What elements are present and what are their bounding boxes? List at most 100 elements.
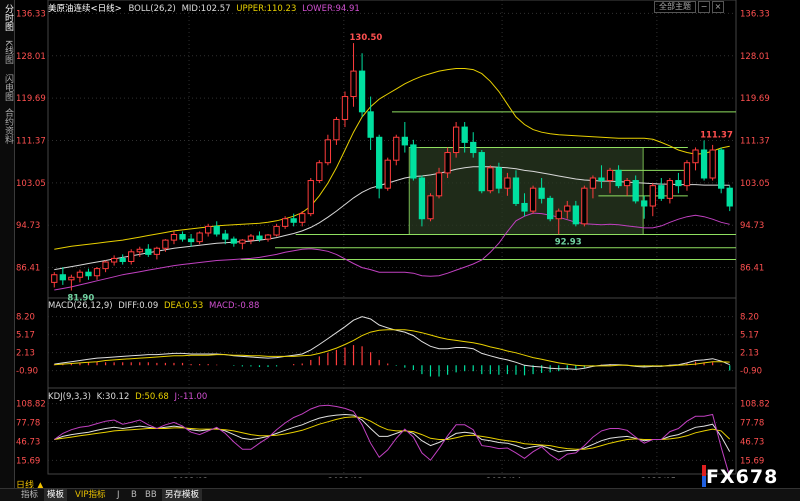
sidebar-item-flash[interactable]: 闪电图	[3, 74, 13, 101]
candle-body	[299, 213, 306, 223]
candle-body	[581, 187, 588, 225]
price-tick-label-left: 111.37	[16, 136, 46, 146]
candle-body	[247, 235, 255, 241]
candle-body	[128, 251, 135, 262]
candle-body	[153, 247, 161, 255]
price-tick-label-left: 103.05	[16, 179, 46, 189]
left-sidebar: 分时图 K线图 闪电图 合约资料	[0, 0, 15, 488]
kdj-tick-label-right: 77.78	[740, 419, 764, 429]
candle-body	[273, 225, 280, 236]
tab-template[interactable]: 模板	[44, 489, 68, 501]
kdj-tick-label-left: 15.69	[16, 456, 40, 466]
candle-body	[376, 136, 383, 189]
sidebar-item-kline[interactable]: K线图	[3, 40, 13, 64]
candle-body	[418, 177, 426, 220]
kdj-k: K:30.12	[96, 392, 130, 402]
macd-tick-label-left: 8.20	[16, 313, 35, 323]
kdj-k-line	[54, 413, 731, 453]
macd-tick-label-left: 5.17	[16, 331, 35, 341]
candle-body	[589, 177, 597, 189]
price-tick-label-left: 86.41	[16, 264, 40, 274]
minimize-icon[interactable]: −	[698, 1, 710, 13]
price-tick-label-right: 119.69	[740, 94, 770, 104]
candle-body	[427, 195, 434, 220]
tab-j[interactable]: J	[117, 490, 120, 500]
candle-body	[324, 139, 332, 164]
macd-tick-label-right: 2.13	[740, 349, 759, 359]
kdj-d: D:50.68	[135, 392, 169, 402]
sidebar-item-timeshare[interactable]: 分时图	[3, 4, 13, 31]
chart-svg[interactable]: 136.33 136.33 128.01 128.01 119.69 119.69 111.…	[14, 0, 800, 487]
tab-vip-indicators[interactable]: VIP指标	[75, 490, 106, 500]
macd-diff: DIFF:0.09	[118, 301, 159, 311]
candle-body	[410, 144, 417, 179]
price-tick-label-left: 136.33	[16, 9, 46, 19]
price-tick-label-right: 86.41	[740, 264, 764, 274]
candle-body	[59, 274, 66, 281]
candle-body	[170, 234, 178, 241]
price-tick-label-right: 111.37	[740, 136, 770, 146]
candle-body	[213, 225, 220, 235]
candle-body	[709, 149, 716, 179]
candle-body	[547, 197, 554, 220]
candle-body	[136, 248, 143, 253]
boll-lower-line	[54, 212, 730, 291]
candle-body	[470, 141, 477, 154]
candle-body	[358, 70, 366, 113]
kdj-label[interactable]: KDJ(9,3,3)	[48, 392, 91, 402]
price-annotation: 130.50	[350, 33, 383, 43]
macd-diff-line	[54, 316, 730, 370]
candle-body	[538, 187, 545, 199]
candle-body	[666, 180, 674, 199]
macd-tick-label-left: 2.13	[16, 349, 35, 359]
candle-body	[529, 187, 537, 212]
sidebar-item-contract-info[interactable]: 合约资料	[3, 108, 13, 144]
boll-label[interactable]: BOLL(26,2)	[128, 4, 176, 14]
candle-body	[401, 136, 408, 146]
candle-body	[478, 152, 485, 192]
x-tick-label: 2022/02	[173, 477, 208, 478]
candle-body	[487, 167, 494, 192]
price-tick-label-right: 94.73	[740, 221, 764, 231]
price-tick-label-left: 128.01	[16, 52, 46, 62]
candle-body	[239, 239, 246, 244]
candle-body	[598, 177, 605, 182]
candle-body	[658, 185, 665, 199]
period-selector[interactable]: 日线 ▲	[16, 481, 44, 491]
theme-menu-button[interactable]: 全部主题	[654, 1, 696, 13]
tab-save-template[interactable]: 另存模板	[162, 489, 203, 501]
candle-body	[51, 274, 58, 283]
price-annotation: 92.93	[555, 237, 582, 247]
kdj-pane-frame	[47, 387, 737, 475]
candle-body	[367, 111, 374, 138]
chart-area[interactable]: 136.33 136.33 128.01 128.01 119.69 119.69 111.…	[14, 0, 800, 487]
kdj-j-line	[54, 404, 731, 477]
candle-body	[641, 200, 648, 207]
kdj-tick-label-right: 15.69	[740, 456, 764, 466]
boll-upper: UPPER:110.23	[236, 4, 297, 14]
macd-label[interactable]: MACD(26,12,9)	[48, 301, 113, 311]
kdj-tick-label-right: 108.82	[740, 400, 770, 410]
candle-body	[504, 177, 511, 189]
candle-body	[461, 126, 468, 143]
tab-bb[interactable]: BB	[145, 490, 157, 500]
candle-body	[700, 149, 708, 179]
candle-body	[675, 180, 682, 187]
close-icon[interactable]: ×	[712, 1, 724, 13]
boll-lower: LOWER:94.91	[302, 4, 360, 14]
tab-indicators[interactable]: 指标	[21, 490, 39, 500]
kdj-j: J:-11.00	[174, 392, 208, 402]
x-tick-label: 2022/03	[328, 477, 363, 478]
kdj-tick-label-left: 77.78	[16, 419, 40, 429]
candle-body	[606, 169, 614, 182]
candle-body	[196, 232, 203, 243]
candle-body	[230, 238, 237, 244]
boll-upper-line	[54, 68, 730, 250]
kdj-tick-label-left: 108.82	[16, 400, 46, 410]
candle-body	[692, 149, 699, 164]
candle-body	[564, 205, 571, 212]
macd-dea-line	[54, 329, 730, 367]
tab-b[interactable]: B	[131, 490, 137, 500]
watermark-bar	[702, 465, 706, 487]
instrument-title: 美原油连续<日线>	[48, 4, 122, 14]
